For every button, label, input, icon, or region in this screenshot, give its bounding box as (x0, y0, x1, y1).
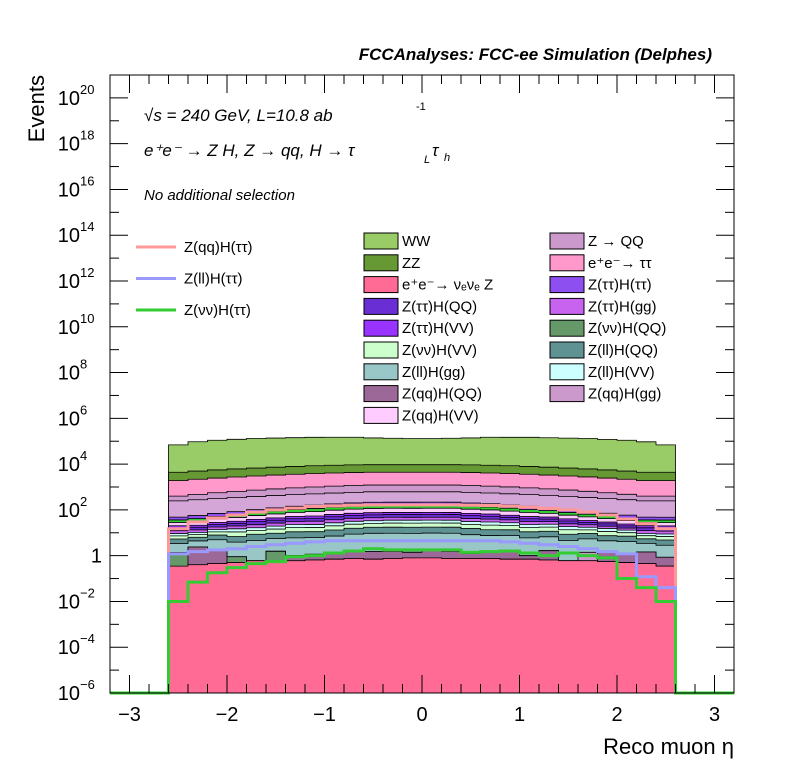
y-tick-label: 10 (58, 88, 80, 110)
chart-title: FCCAnalyses: FCC-ee Simulation (Delphes) (359, 45, 713, 64)
legend-entry: Z(ττ)H(QQ) (402, 298, 477, 315)
y-tick-label: 10 (58, 591, 80, 613)
legend-box-swatch (549, 319, 585, 337)
legend-entry: Z → QQ (588, 233, 644, 250)
legend-box-swatch (549, 297, 585, 315)
y-tick-label: 10 (58, 179, 80, 201)
x-tick-label: −1 (313, 704, 336, 726)
svg-text:√s = 240 GeV, L=10.8 ab: √s = 240 GeV, L=10.8 ab (144, 106, 333, 125)
process-subscript-h: h (444, 152, 450, 164)
signal-line-0 (110, 503, 734, 695)
legend-entry: Z(ττ)H(gg) (588, 298, 657, 315)
legend-entry: Z(νν)H(VV) (402, 342, 477, 359)
legend-entry: Z(qq)H(QQ) (402, 386, 482, 403)
energy-exponent: -1 (416, 101, 426, 113)
legend-entry: Z(ττ)H(ττ) (588, 277, 652, 294)
legend-box-swatch (549, 232, 585, 250)
legend-box-swatch (363, 406, 399, 424)
histogram-layer (168, 436, 676, 694)
legend-entry: Z(ττ)H(VV) (402, 320, 474, 337)
y-tick-exponent: 2 (80, 494, 87, 509)
legend-box-swatch (363, 363, 399, 381)
legend-box-swatch (549, 385, 585, 403)
y-tick-label: 10 (58, 225, 80, 247)
y-tick-exponent: 14 (80, 219, 94, 234)
y-tick-exponent: 4 (80, 448, 87, 463)
legend-box-swatch (363, 254, 399, 272)
legend-entry: ZZ (402, 255, 420, 272)
y-tick-exponent: 10 (80, 311, 94, 326)
annotation-energy: √s = 240 GeV, L=10.8 ab -1 (144, 101, 426, 125)
legend-entry: Z(qq)H(ττ) (184, 239, 253, 256)
process-tau: τ (432, 141, 440, 160)
legend-box-swatch (363, 341, 399, 359)
x-tick-label: −2 (216, 704, 239, 726)
legend-entry: Z(νν)H(ττ) (184, 302, 251, 319)
x-tick-label: −3 (118, 704, 141, 726)
legend-entry: Z(ll)H(ττ) (184, 271, 243, 288)
y-tick-label: 10 (58, 134, 80, 156)
legend-box-swatch (363, 319, 399, 337)
process-subscript-l: L (424, 154, 430, 166)
legend-box-swatch (549, 276, 585, 294)
y-tick-label: 10 (58, 500, 80, 522)
legend-entry: Z(ll)H(QQ) (588, 342, 658, 359)
x-tick-label: 1 (514, 704, 525, 726)
x-tick-label: 0 (416, 704, 427, 726)
legend: Z(qq)H(ττ) Z(ll)H(ττ) Z(νν)H(ττ) WW ZZ e⁺e⁻→ … (136, 232, 666, 424)
y-tick-label: 10 (58, 683, 80, 705)
y-tick-exponent: 12 (80, 265, 94, 280)
legend-entry: Z(qq)H(gg) (588, 386, 661, 403)
y-tick-exponent: −2 (80, 585, 95, 600)
y-tick-label: 10 (58, 363, 80, 385)
legend-entry: Z(νν)H(QQ) (588, 320, 666, 337)
legend-box-swatch (363, 276, 399, 294)
y-tick-exponent: 6 (80, 402, 87, 417)
energy-text: √s = 240 GeV, L=10.8 ab (144, 106, 333, 125)
annotation-selection: No additional selection (144, 187, 295, 204)
y-tick-exponent: −6 (80, 677, 95, 692)
legend-box-swatch (549, 363, 585, 381)
legend-entry: e⁺e⁻→ ττ (588, 255, 652, 272)
legend-entry: Z(qq)H(VV) (402, 407, 479, 424)
legend-box-swatch (363, 232, 399, 250)
stack-series-0 (168, 557, 676, 694)
legend-box-swatch (363, 297, 399, 315)
signal-lines-layer (110, 503, 734, 695)
legend-box-swatch (549, 254, 585, 272)
legend-entry: e⁺e⁻→ νₑνₑ Z (402, 277, 493, 294)
y-tick-label: 10 (58, 271, 80, 293)
process-text: e⁺e⁻ → Z H, Z → qq, H → τ (144, 141, 356, 160)
svg-text:e⁺e⁻ → Z H, Z → qq, H → τ: e⁺e⁻ → Z H, Z → qq, H → τ (144, 141, 356, 160)
legend-entry: Z(ll)H(VV) (588, 364, 655, 381)
x-tick-label: 3 (709, 704, 720, 726)
y-tick-exponent: 20 (80, 82, 94, 97)
legend-box-swatch (549, 341, 585, 359)
y-axis-label: Events (24, 75, 49, 142)
y-tick-exponent: −4 (80, 631, 95, 646)
x-tick-label: 2 (611, 704, 622, 726)
y-tick-label: 10 (58, 637, 80, 659)
legend-entry: WW (402, 233, 431, 250)
y-tick-label: 1 (91, 546, 102, 568)
legend-entry: Z(ll)H(gg) (402, 364, 465, 381)
y-tick-exponent: 18 (80, 128, 94, 143)
y-tick-label: 10 (58, 454, 80, 476)
y-tick-label: 10 (58, 408, 80, 430)
y-tick-label: 10 (58, 317, 80, 339)
y-tick-exponent: 16 (80, 173, 94, 188)
annotation-process: e⁺e⁻ → Z H, Z → qq, H → τ L τ h (144, 141, 450, 166)
signal-line-1 (110, 539, 734, 695)
signal-line-2 (110, 547, 734, 695)
legend-box-swatch (363, 385, 399, 403)
y-tick-exponent: 8 (80, 357, 87, 372)
x-axis-label: Reco muon η (603, 734, 734, 759)
